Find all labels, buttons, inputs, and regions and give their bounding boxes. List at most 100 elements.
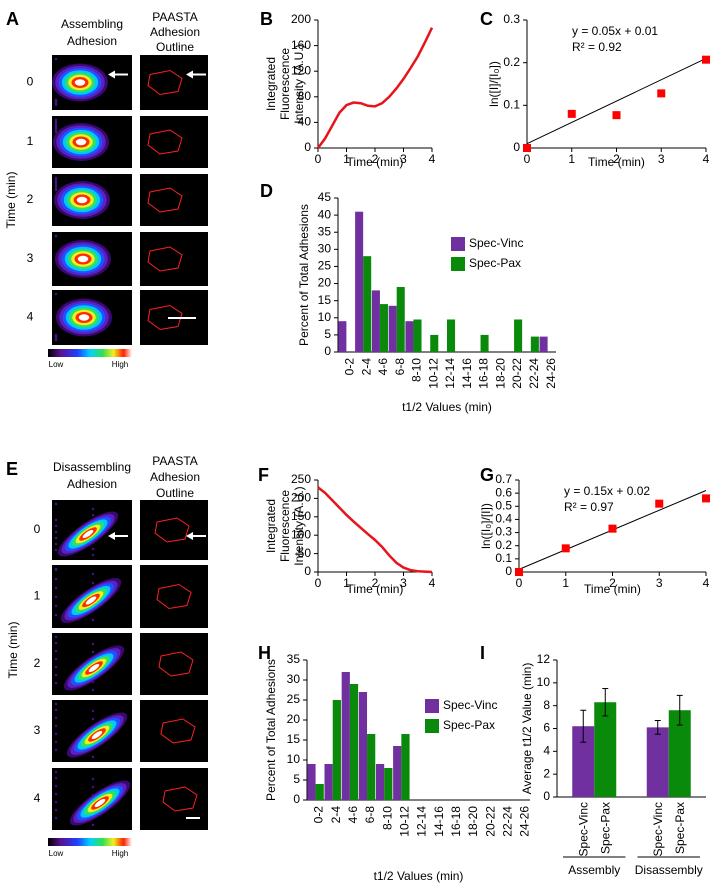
y-tick-label: 50 — [298, 546, 312, 560]
speckle — [54, 708, 58, 712]
y-axis-label: Average t1/2 Value (min) — [520, 663, 534, 795]
speckle — [54, 333, 58, 337]
speckle — [54, 635, 58, 639]
speckle — [54, 702, 58, 706]
y-tick-label: 15 — [318, 293, 332, 307]
bar — [396, 286, 405, 352]
x-tick-label: 20-22 — [483, 806, 497, 837]
colorbar-label: Low — [49, 849, 64, 858]
y-tick-label: 120 — [291, 63, 311, 77]
row-label: 4 — [27, 310, 34, 324]
speckle — [54, 98, 58, 102]
x-tick-label: 12-14 — [443, 358, 457, 389]
adhesion-outline — [158, 651, 194, 677]
trendline — [526, 57, 707, 145]
x-tick-label: 1 — [343, 576, 350, 590]
speckle — [54, 120, 58, 124]
bar — [480, 334, 489, 352]
r-squared: R² = 0.92 — [572, 40, 622, 54]
y-tick-label: 30 — [318, 242, 332, 256]
arrow-head — [186, 70, 193, 79]
y-tick-label: 8 — [543, 698, 550, 712]
panel-letter: A — [6, 9, 19, 29]
y-tick-label: 20 — [318, 276, 332, 290]
speckle — [54, 586, 58, 590]
outline-image — [140, 768, 208, 830]
speckle — [54, 122, 58, 126]
speckle — [54, 184, 58, 188]
x-tick-label: 20-22 — [510, 358, 524, 389]
column-header: PAASTA — [152, 454, 198, 468]
x-tick-label: 14-16 — [432, 806, 446, 837]
speckle — [54, 577, 58, 581]
data-point — [515, 568, 523, 576]
speckle — [54, 118, 58, 122]
bar — [367, 734, 376, 800]
y-tick-label: 2 — [543, 766, 550, 780]
data-line — [316, 27, 434, 149]
speckle — [54, 732, 58, 736]
x-tick-label: 4 — [703, 152, 710, 166]
x-tick-label: 16-18 — [449, 806, 463, 837]
x-tick-label: 1 — [343, 152, 350, 166]
outline-image — [140, 700, 208, 762]
speckle — [54, 178, 58, 182]
legend-swatch — [451, 237, 465, 251]
y-tick-label: 5 — [293, 772, 300, 786]
data-point — [612, 111, 621, 120]
speckle — [54, 800, 58, 804]
x-tick-label: 16-18 — [477, 358, 491, 389]
data-point — [655, 499, 664, 508]
column-header: Adhesion — [150, 470, 200, 484]
y-tick-label: 40 — [318, 207, 332, 221]
outline-image — [140, 500, 208, 560]
x-tick-label: 0-2 — [343, 358, 357, 376]
bar — [307, 764, 316, 800]
x-axis-label: t1/2 Values (min) — [374, 869, 464, 883]
speckle — [54, 234, 58, 238]
blob-layer — [88, 663, 100, 673]
data-line — [317, 486, 433, 574]
speckle — [91, 755, 95, 759]
speckle — [54, 130, 58, 134]
y-tick-label: 0 — [324, 344, 331, 358]
blob-layer — [85, 596, 97, 605]
speckle — [91, 581, 95, 585]
arrow-head — [108, 70, 115, 79]
bar — [375, 764, 385, 800]
fluorescence-blob — [54, 502, 119, 557]
speckle — [54, 536, 58, 540]
panel-letter: F — [258, 465, 269, 485]
speckle — [54, 649, 58, 653]
blob-layer — [76, 196, 88, 204]
x-tick-label: 8-10 — [410, 358, 424, 382]
row-label: 4 — [34, 791, 41, 805]
x-tick-label: 10-12 — [426, 358, 440, 389]
x-tick-label: 2-4 — [359, 358, 373, 376]
y-tick-label: 15 — [287, 732, 301, 746]
speckle — [54, 126, 58, 130]
fluorescence-blob — [54, 234, 111, 278]
speckle — [54, 524, 58, 528]
speckle — [91, 823, 95, 827]
x-tick-label: 24-26 — [544, 358, 558, 389]
panel-letter: G — [480, 465, 494, 485]
speckle — [54, 792, 58, 796]
y-tick-label: 0 — [513, 140, 520, 154]
y-tick-label: 150 — [291, 509, 311, 523]
y-axis-label: ln([I]/[I₀]) — [487, 61, 501, 107]
y-tick-label: 0.2 — [495, 538, 512, 552]
speckle — [54, 502, 58, 506]
column-header: Adhesion — [150, 25, 200, 39]
speckle — [91, 553, 95, 557]
adhesion-outline — [147, 69, 183, 96]
x-axis-label: t1/2 Values (min) — [402, 400, 492, 414]
speckle — [54, 641, 58, 645]
x-tick-label: 0 — [315, 576, 322, 590]
speckle — [54, 613, 58, 617]
outline-image — [140, 633, 208, 695]
legend-swatch — [425, 719, 439, 733]
bar — [358, 692, 368, 800]
y-tick-label: 6 — [543, 721, 550, 735]
x-axis-label: Time (min) — [588, 155, 645, 169]
